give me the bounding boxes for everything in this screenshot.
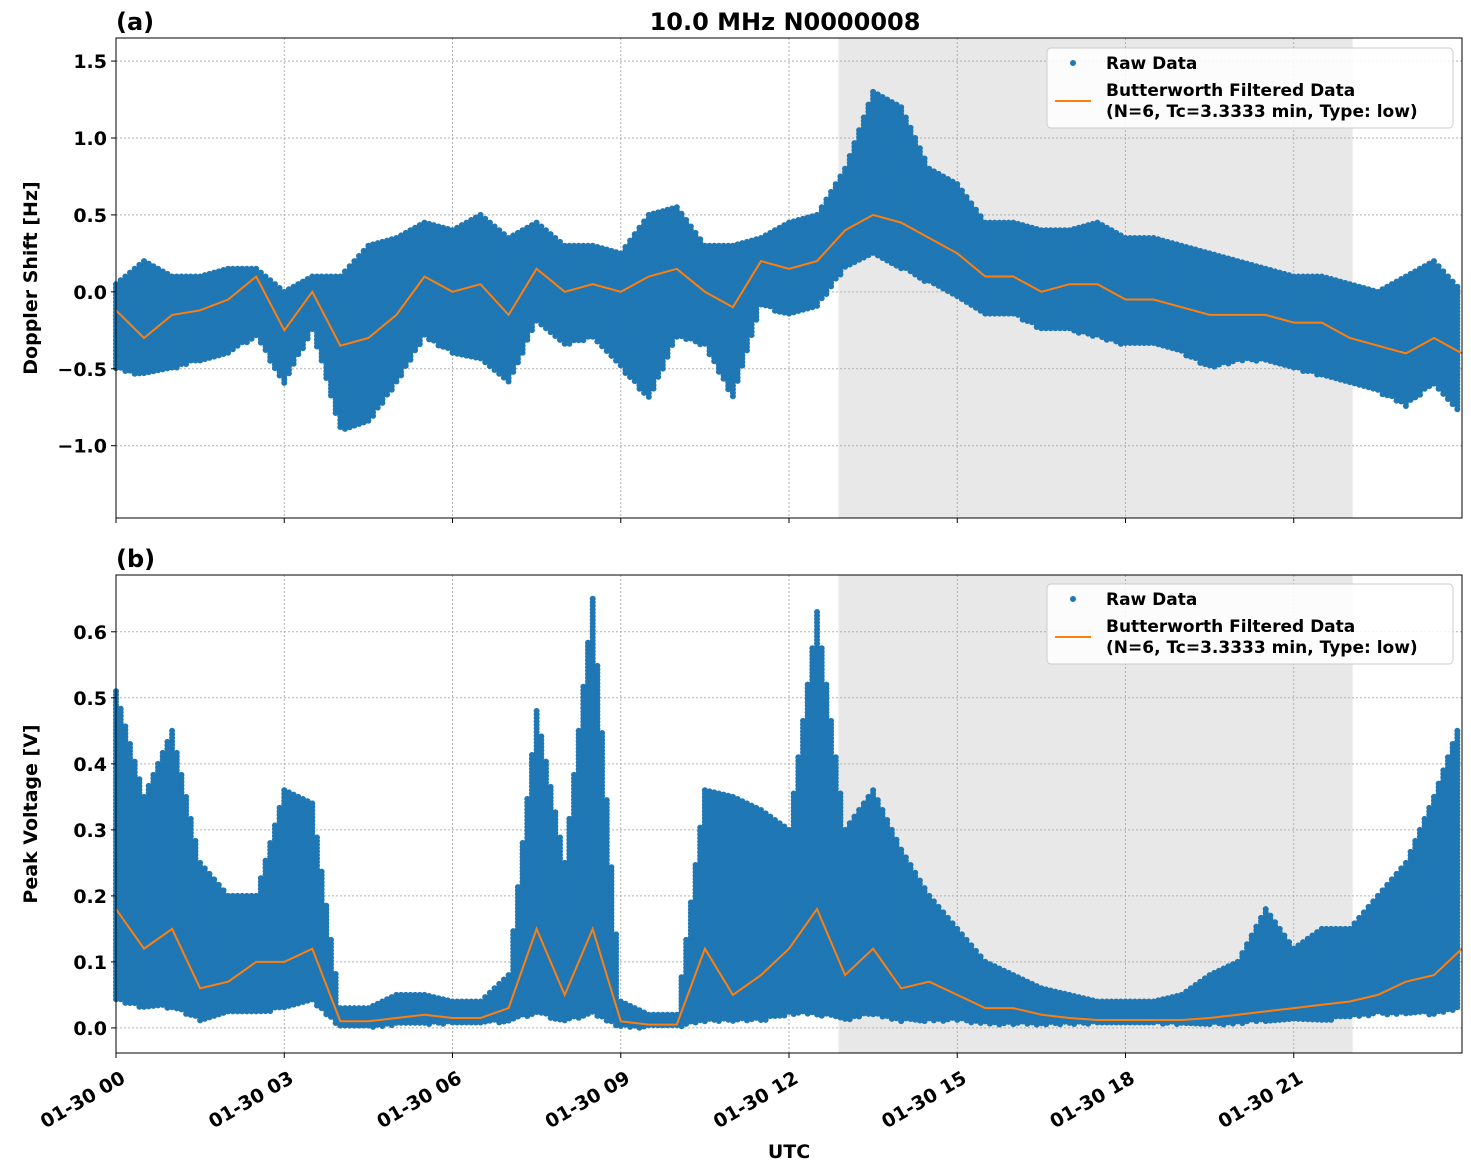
raw-data-point — [664, 354, 670, 360]
raw-data-point — [739, 363, 745, 369]
raw-data-point — [524, 337, 530, 343]
raw-data-point — [753, 317, 759, 323]
raw-data-point — [510, 369, 516, 375]
raw-data-point — [520, 350, 526, 356]
raw-data-point — [646, 394, 652, 400]
raw-data-point — [398, 372, 404, 378]
raw-data-point — [286, 370, 292, 376]
raw-data-point — [389, 387, 395, 393]
raw-data-point — [370, 413, 376, 419]
raw-data-point — [506, 379, 512, 385]
raw-data-point — [650, 386, 656, 392]
raw-data-point — [365, 418, 371, 424]
raw-data-point — [417, 341, 423, 347]
raw-data-point — [375, 405, 381, 411]
raw-data-point — [669, 342, 675, 348]
raw-data-point — [407, 357, 413, 363]
raw-data-point — [660, 366, 666, 372]
raw-data-point — [655, 374, 661, 380]
figure-title: 10.0 MHz N0000008 — [650, 8, 921, 36]
raw-data-point — [749, 332, 755, 338]
raw-data-point — [403, 363, 409, 369]
raw-data-point — [384, 392, 390, 398]
raw-data-point — [735, 378, 741, 384]
raw-data-point — [529, 327, 535, 333]
raw-data-point — [393, 379, 399, 385]
raw-data-point — [379, 400, 385, 406]
raw-data-point — [814, 303, 820, 309]
raw-data-point — [412, 347, 418, 353]
panel-a: 1.51.00.50.0−0.5−1.0(a)Doppler Shift [Hz… — [20, 8, 1462, 523]
raw-data-point — [744, 347, 750, 353]
raw-data-point — [819, 295, 825, 301]
raw-data-point — [730, 393, 736, 399]
raw-data-point — [305, 336, 311, 342]
raw-data-point — [515, 359, 521, 365]
raw-data-point — [281, 380, 287, 386]
raw-data-point — [300, 345, 306, 351]
raw-data-point — [291, 361, 297, 367]
raw-data-point — [295, 351, 301, 357]
